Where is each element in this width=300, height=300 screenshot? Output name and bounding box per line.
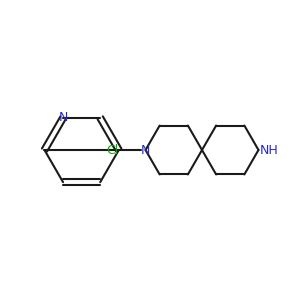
Text: Cl: Cl: [106, 143, 119, 157]
Text: NH: NH: [260, 143, 279, 157]
Text: N: N: [141, 143, 150, 157]
Text: N: N: [58, 111, 68, 124]
